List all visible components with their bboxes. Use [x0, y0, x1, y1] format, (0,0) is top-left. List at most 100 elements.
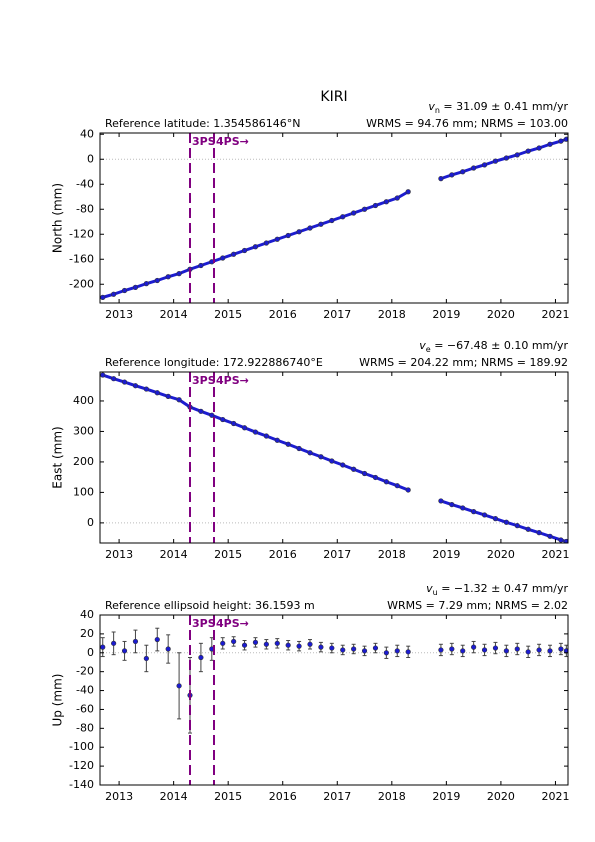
- data-point: [492, 645, 499, 651]
- data-point: [198, 654, 204, 661]
- x-tick-label: 2018: [378, 790, 406, 803]
- data-point: [296, 445, 302, 452]
- y-tick-label: -100: [69, 740, 94, 753]
- x-tick-label: 2013: [105, 548, 133, 561]
- x-tick-label: 2019: [432, 790, 460, 803]
- x-tick-label: 2015: [214, 548, 242, 561]
- data-point: [318, 454, 324, 460]
- data-point: [449, 646, 455, 652]
- data-point: [263, 433, 269, 439]
- data-point: [471, 644, 477, 650]
- data-point: [274, 236, 280, 242]
- data-point: [165, 274, 171, 280]
- event-label: 3PS: [192, 374, 216, 387]
- data-point: [514, 152, 520, 158]
- data-point: [481, 512, 488, 518]
- event-label: 4PS→: [216, 617, 249, 630]
- velocity-label: vu = −1.32 ± 0.47 mm/yr: [426, 582, 568, 597]
- plot-frame: [99, 371, 569, 544]
- data-point: [525, 649, 531, 655]
- velocity-subscript: e: [426, 345, 431, 354]
- plot-frame: [99, 132, 569, 304]
- y-tick-label: 0: [87, 152, 94, 165]
- data-point: [263, 641, 269, 647]
- data-point: [329, 458, 335, 464]
- x-tick-label: 2021: [541, 790, 569, 803]
- data-point: [558, 537, 564, 543]
- plot-area: [100, 136, 568, 300]
- y-tick-label: -40: [76, 684, 94, 697]
- x-tick-label: 2018: [378, 308, 406, 321]
- data-point: [372, 474, 379, 481]
- data-point: [220, 416, 226, 423]
- data-point: [111, 291, 117, 297]
- y-tick-label: 300: [73, 424, 94, 437]
- x-tick-label: 2013: [105, 790, 133, 803]
- event-label: 4PS→: [216, 135, 249, 148]
- data-point: [460, 648, 466, 654]
- data-point: [154, 636, 160, 643]
- data-point: [405, 487, 411, 493]
- y-tick-label: -120: [69, 759, 94, 772]
- data-point: [285, 441, 291, 447]
- data-point: [220, 255, 226, 261]
- velocity-text: = −67.48 ± 0.10 mm/yr: [431, 339, 569, 352]
- x-tick-label: 2016: [269, 308, 297, 321]
- data-point: [318, 644, 324, 650]
- data-point: [154, 390, 160, 396]
- data-point: [143, 655, 149, 662]
- data-point: [176, 397, 182, 403]
- data-point: [372, 645, 379, 651]
- data-point: [252, 244, 259, 250]
- data-point: [340, 647, 346, 653]
- y-tick-label: -140: [69, 778, 94, 791]
- data-point: [132, 383, 139, 389]
- velocity-symbol: v: [428, 100, 435, 113]
- plot-frame: [99, 614, 569, 786]
- data-point: [481, 647, 488, 653]
- velocity-symbol: v: [419, 339, 426, 352]
- y-tick-label: -120: [69, 227, 94, 240]
- data-point: [100, 644, 106, 650]
- data-point: [503, 155, 509, 161]
- x-tick-label: 2014: [160, 548, 188, 561]
- velocity-text: = −1.32 ± 0.47 mm/yr: [438, 582, 569, 595]
- x-tick-label: 2016: [269, 548, 297, 561]
- data-point: [231, 638, 237, 645]
- reference-label: Reference ellipsoid height: 36.1593 m: [105, 599, 315, 612]
- data-point: [449, 172, 455, 178]
- x-tick-label: 2020: [487, 790, 515, 803]
- data-point: [536, 647, 542, 653]
- data-point: [241, 642, 248, 648]
- y-axis-label: East (mm): [51, 426, 65, 488]
- data-point: [351, 646, 357, 652]
- y-tick-label: -200: [69, 277, 94, 290]
- data-point: [231, 420, 237, 427]
- data-point: [100, 372, 106, 378]
- data-point: [252, 429, 259, 435]
- y-tick-label: -20: [76, 665, 94, 678]
- data-point: [438, 176, 444, 182]
- y-tick-label: 400: [73, 394, 94, 407]
- data-point: [274, 437, 280, 443]
- reference-label: Reference longitude: 172.922886740°E: [105, 356, 323, 369]
- data-point: [285, 642, 291, 648]
- data-point: [471, 509, 477, 515]
- data-point: [176, 683, 182, 689]
- data-point: [514, 523, 520, 529]
- y-tick-label: -160: [69, 252, 94, 265]
- data-point: [372, 202, 379, 209]
- data-point: [220, 640, 226, 646]
- y-tick-label: 20: [80, 627, 94, 640]
- data-point: [111, 640, 117, 646]
- data-point: [563, 538, 568, 543]
- data-point: [121, 287, 128, 294]
- data-point: [383, 650, 389, 656]
- data-point: [132, 638, 139, 645]
- data-point: [111, 376, 117, 382]
- y-tick-label: 200: [73, 455, 94, 468]
- x-tick-label: 2013: [105, 308, 133, 321]
- data-point: [329, 217, 335, 224]
